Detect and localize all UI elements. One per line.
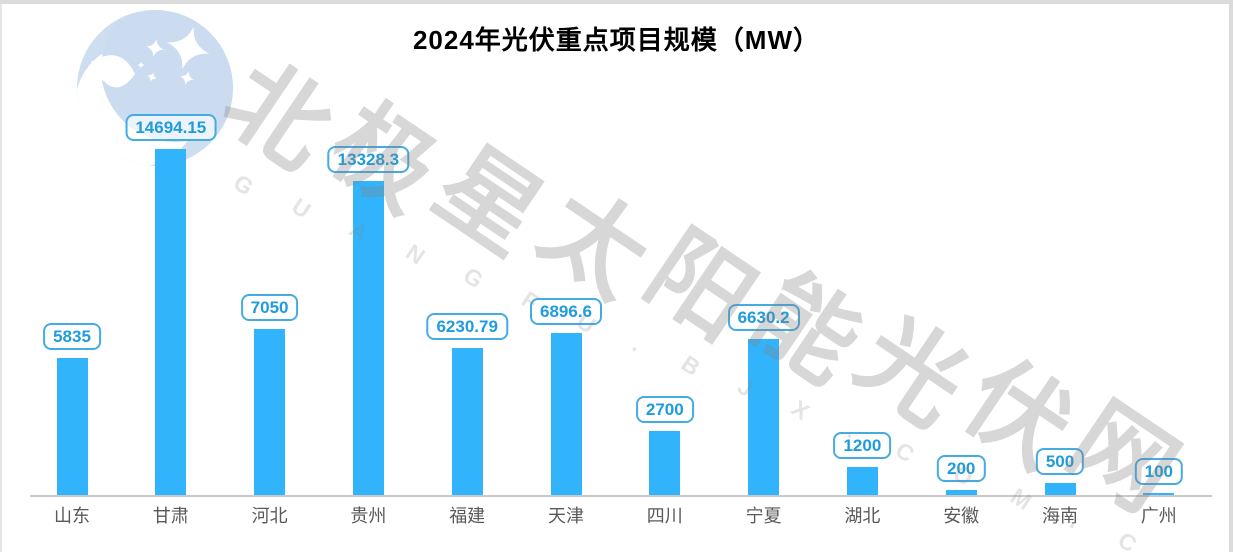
bar-2 (155, 149, 187, 495)
bar-9 (846, 467, 878, 495)
x-tick-label-5: 福建 (449, 506, 486, 526)
value-label-12: 100 (1134, 457, 1183, 485)
x-tick-label-8: 宁夏 (745, 506, 782, 526)
bar-4 (352, 181, 384, 495)
value-label-10: 200 (937, 454, 986, 482)
frame-edge-top (0, 0, 1233, 4)
x-tick-label-10: 安徽 (943, 506, 980, 526)
bar-8 (748, 339, 780, 495)
bar-10 (945, 490, 977, 495)
bar-6 (550, 333, 582, 495)
x-tick-label-4: 贵州 (350, 506, 387, 526)
bar-5 (451, 348, 483, 495)
chart-title: 2024年光伏重点项目规模（MW） (412, 25, 821, 55)
frame-edge-right (1229, 4, 1233, 552)
frame-edge-left (0, 4, 2, 552)
x-tick-label-12: 广州 (1140, 506, 1177, 526)
value-label-2: 14694.15 (125, 113, 217, 141)
x-axis-line (30, 495, 1212, 497)
value-label-1: 5835 (43, 322, 101, 350)
x-tick-label-6: 天津 (548, 506, 584, 526)
x-tick-label-3: 河北 (251, 506, 288, 526)
value-label-5: 6230.79 (426, 312, 508, 340)
value-label-9: 1200 (833, 431, 892, 459)
bar-3 (254, 329, 286, 495)
value-label-3: 7050 (240, 293, 299, 321)
bar-1 (56, 358, 88, 495)
value-label-11: 500 (1035, 447, 1085, 475)
x-tick-label-11: 海南 (1042, 506, 1078, 526)
value-label-6: 6896.6 (530, 297, 602, 325)
x-tick-label-9: 湖北 (844, 506, 881, 526)
x-tick-label-2: 甘肃 (152, 506, 189, 526)
value-label-7: 2700 (635, 395, 694, 423)
bar-11 (1044, 483, 1076, 495)
bar-7 (649, 431, 681, 495)
value-label-4: 13328.3 (327, 145, 410, 173)
x-tick-label-1: 山东 (54, 506, 90, 526)
x-tick-label-7: 四川 (646, 506, 683, 526)
bar-12 (1143, 493, 1175, 495)
value-label-8: 6630.2 (727, 303, 800, 331)
